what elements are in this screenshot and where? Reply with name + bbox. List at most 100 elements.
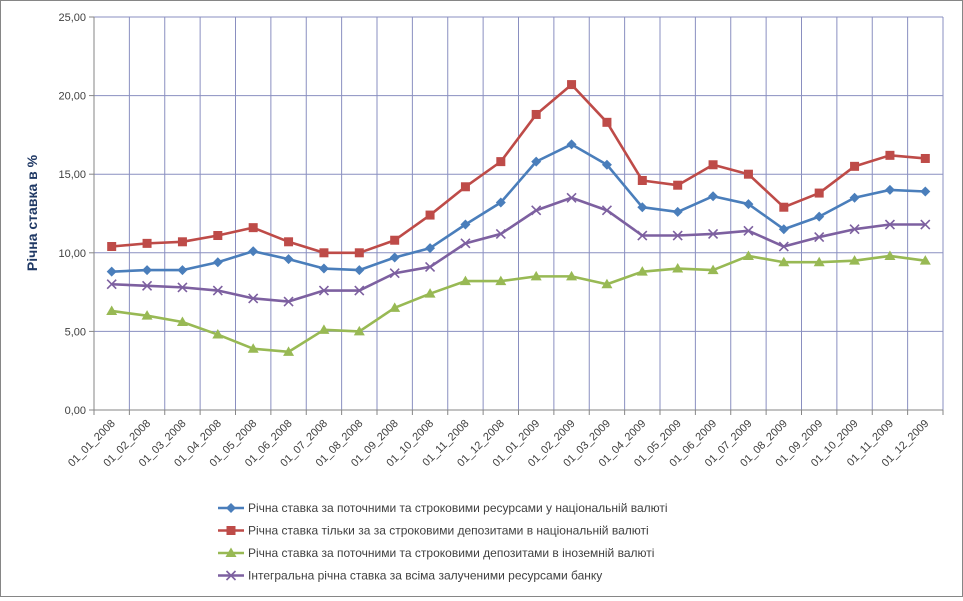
data-point (495, 228, 506, 240)
data-point (566, 270, 578, 281)
data-point (778, 241, 789, 252)
data-point (636, 266, 648, 276)
legend: Річна ставка за поточними та строковими … (218, 501, 668, 583)
data-point (849, 192, 860, 203)
series-line (111, 196, 926, 303)
data-point (425, 210, 435, 220)
data-point (602, 117, 612, 127)
data-point (531, 205, 542, 216)
data-point (742, 250, 754, 260)
data-point (531, 156, 542, 167)
data-point (637, 175, 647, 185)
data-point (424, 261, 436, 273)
data-point (213, 231, 223, 241)
y-tick-label: 10,00 (58, 248, 86, 260)
data-point (389, 268, 400, 279)
data-point (672, 263, 684, 273)
data-point (389, 302, 401, 312)
y-tick-label: 25,00 (58, 12, 86, 24)
data-point (920, 153, 930, 163)
y-tick-label: 20,00 (58, 91, 86, 103)
data-point (885, 150, 895, 160)
data-point (708, 160, 718, 170)
data-point (672, 230, 683, 241)
data-point (176, 316, 188, 326)
data-point (248, 223, 258, 233)
data-point (460, 219, 471, 230)
data-point (707, 228, 719, 240)
data-point (248, 293, 259, 304)
data-point (318, 263, 329, 274)
y-axis-label: Річна ставка в % (24, 154, 40, 271)
data-point (106, 305, 118, 315)
data-point (814, 232, 825, 243)
data-point (743, 199, 754, 210)
data-point (566, 192, 577, 203)
data-point (601, 159, 612, 170)
data-point (778, 224, 789, 235)
data-point (460, 182, 470, 192)
series-2 (107, 80, 930, 258)
data-point (850, 161, 860, 171)
legend-label: Річна ставка за поточними та строковими … (248, 546, 654, 560)
data-point (884, 219, 896, 230)
data-point (743, 225, 754, 236)
data-point (353, 325, 365, 336)
data-point (884, 250, 896, 260)
data-point (672, 206, 683, 217)
series-1 (106, 139, 931, 277)
data-point (212, 285, 223, 296)
data-point (106, 279, 117, 290)
data-point (354, 265, 365, 276)
data-point (142, 238, 152, 248)
data-point (920, 186, 931, 197)
series-3 (106, 250, 931, 356)
data-point (849, 224, 860, 235)
data-point (530, 270, 542, 281)
data-point (141, 280, 153, 291)
data-point (212, 329, 224, 339)
data-point (107, 242, 117, 252)
data-point (283, 346, 295, 356)
data-point (319, 248, 329, 258)
legend-label: Річна ставка тільки за за строковими деп… (248, 524, 649, 538)
y-tick-label: 15,00 (58, 169, 86, 181)
data-point (495, 275, 507, 286)
legend-swatch-marker (226, 526, 236, 535)
data-point (390, 235, 400, 245)
data-point (247, 343, 259, 353)
legend-entry: Інтегральна річна ставка за всіма залуче… (218, 569, 602, 583)
data-point (142, 265, 153, 276)
axes (89, 16, 944, 415)
data-point (460, 238, 471, 249)
data-point (707, 264, 719, 275)
data-point (284, 237, 294, 247)
data-point (814, 188, 824, 198)
data-point (531, 109, 541, 119)
series (106, 80, 931, 356)
data-point (283, 296, 294, 307)
data-point (779, 202, 789, 212)
data-point (566, 139, 577, 150)
series-line (111, 83, 926, 255)
data-point (920, 219, 931, 230)
legend-swatch-marker (225, 570, 237, 581)
y-tick-label: 5,00 (65, 326, 86, 338)
data-point (601, 205, 613, 216)
data-point (884, 184, 895, 195)
data-point (673, 180, 683, 190)
data-point (354, 248, 364, 258)
data-point (425, 243, 436, 254)
y-tick-label: 0,00 (65, 405, 86, 417)
data-point (354, 285, 365, 296)
data-point (248, 246, 259, 257)
y-tick-labels: 0,00 5,00 10,00 15,00 20,00 25,00 (58, 12, 86, 417)
legend-entry: Річна ставка за поточними та строковими … (218, 501, 668, 515)
data-point (743, 169, 753, 179)
data-point (496, 157, 506, 167)
data-point (389, 252, 400, 263)
x-tick-labels: 01_01_200801_02_200801_03_200801_04_2008… (66, 418, 931, 470)
data-point (601, 278, 613, 289)
legend-entry: Річна ставка тільки за за строковими деп… (218, 524, 649, 538)
